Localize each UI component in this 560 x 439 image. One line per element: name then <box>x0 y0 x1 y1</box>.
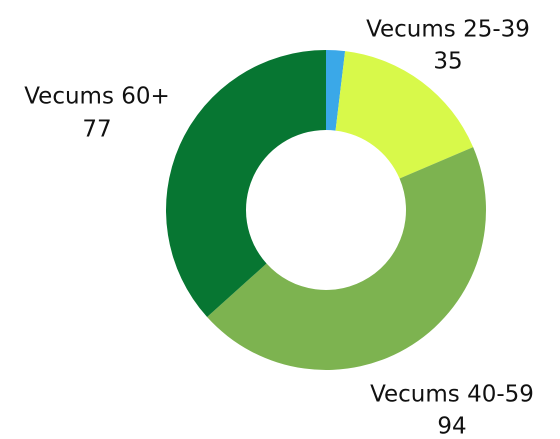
slice-label: Vecums 60+ <box>24 84 170 110</box>
slice <box>335 51 474 179</box>
slice <box>166 50 326 318</box>
slice-value: 94 <box>437 414 466 439</box>
slice-value: 77 <box>82 117 111 143</box>
slice-label: Vecums 25-39 <box>366 17 530 43</box>
slice-label: Vecums 40-59 <box>370 382 534 408</box>
slice <box>326 50 346 131</box>
slice-value: 35 <box>433 49 462 75</box>
slice <box>207 147 487 370</box>
